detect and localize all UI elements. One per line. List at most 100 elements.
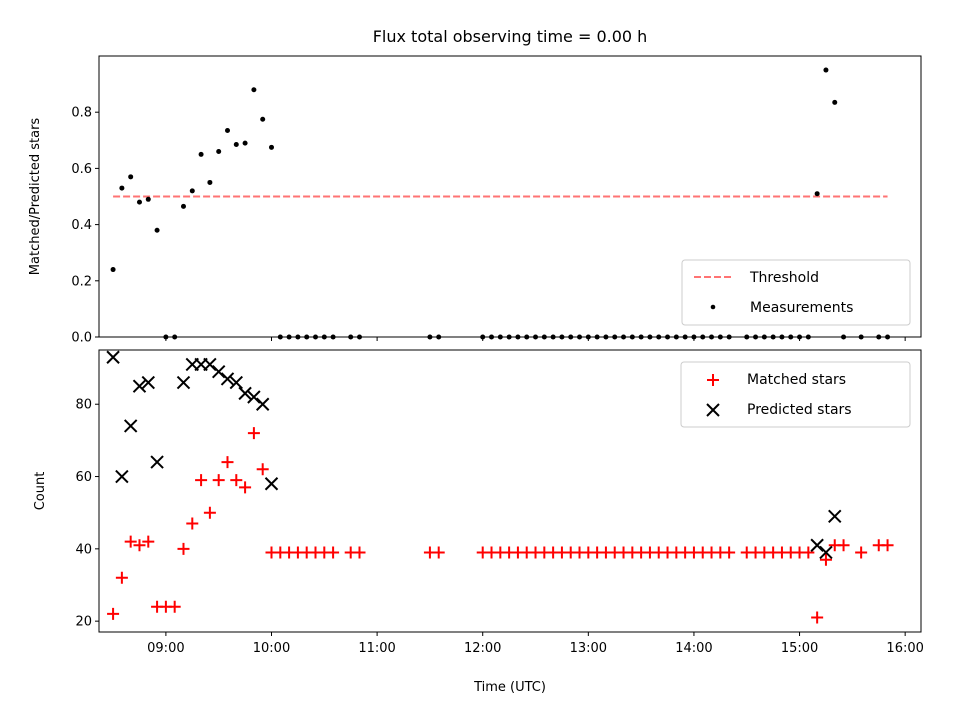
chart-title: Flux total observing time = 0.00 h (373, 27, 648, 46)
x-tick-label: 11:00 (358, 641, 395, 656)
predicted-star-point (828, 509, 842, 524)
matched-star-point (133, 539, 146, 552)
matched-star-point (168, 600, 181, 613)
measurement-point (242, 140, 248, 146)
y-tick-label: 60 (75, 470, 92, 485)
predicted-star-point (229, 375, 244, 390)
matched-star-point (881, 539, 894, 552)
measurement-point (189, 188, 195, 194)
measurement-point (110, 267, 116, 273)
matched-star-point (256, 463, 269, 476)
predicted-star-point (123, 419, 138, 433)
matched-star-point (195, 474, 208, 487)
x-tick-label: 14:00 (675, 641, 712, 656)
predicted-star-point (203, 357, 217, 372)
legend-predicted-marker (706, 403, 720, 417)
measurement-point (128, 174, 134, 180)
bottom-axes-frame (98, 349, 922, 633)
predicted-star-point (810, 538, 824, 552)
predicted-star-point (211, 364, 226, 379)
bottom-panel-counts: 20 40 60 80 09:00 10:00 11:00 12:00 13:00 14:00 1… (33, 349, 924, 695)
bottom-data-marks (106, 350, 894, 624)
y-tick-label: 0.8 (71, 106, 92, 121)
predicted-star-point (150, 455, 164, 469)
matched-star-point (811, 611, 824, 624)
predicted-star-point (238, 386, 252, 401)
x-tick-label: 10:00 (253, 641, 290, 656)
y-tick-label: 80 (75, 398, 92, 413)
matched-star-point (432, 546, 445, 559)
predicted-star-point (141, 375, 155, 390)
matched-star-point (230, 474, 243, 487)
bottom-y-axis-label: Count (33, 472, 48, 511)
y-tick-label: 0.6 (71, 162, 92, 177)
matched-star-point (186, 517, 199, 530)
x-tick-label: 16:00 (886, 641, 923, 656)
matched-star-point (124, 535, 137, 548)
matched-star-point (203, 506, 216, 519)
matched-star-point (177, 542, 190, 555)
legend-measurements-label: Measurements (750, 300, 853, 316)
predicted-star-point (264, 477, 279, 491)
legend-predicted-label: Predicted stars (747, 402, 852, 418)
measurement-point (136, 199, 142, 205)
matched-star-point (115, 571, 128, 584)
bottom-y-ticks: 20 40 60 80 (75, 398, 99, 630)
y-tick-label: 20 (75, 615, 92, 630)
legend-threshold-label: Threshold (749, 270, 819, 286)
x-tick-label: 15:00 (781, 641, 818, 656)
bottom-x-ticks: 09:00 10:00 11:00 12:00 13:00 14:00 15:00 16:00 (147, 632, 924, 656)
predicted-star-point (247, 390, 261, 404)
legend-measurements-dot (710, 304, 716, 310)
x-tick-label: 12:00 (464, 641, 501, 656)
matched-star-point (819, 553, 832, 566)
top-y-ticks: 0.0 0.2 0.4 0.6 0.8 (71, 106, 99, 346)
top-panel-ratio: 0.00.20.40.60.8 Matched/Predicted stars … (28, 55, 922, 346)
legend-matched-label: Matched stars (747, 372, 846, 388)
bottom-legend: Matched stars Predicted stars (680, 361, 911, 428)
top-data-marks (110, 67, 891, 340)
x-axis-label: Time (UTC) (473, 680, 546, 695)
predicted-star-point (819, 545, 833, 560)
measurement-point (823, 67, 829, 73)
measurement-point (251, 87, 257, 93)
y-tick-label: 0.2 (71, 274, 92, 289)
predicted-star-point (106, 350, 120, 364)
x-tick-label: 09:00 (147, 641, 184, 656)
top-axes-frame (98, 55, 922, 338)
matched-star-point (802, 546, 815, 559)
top-legend: Threshold Measurements (681, 259, 911, 326)
x-tick-label: 13:00 (570, 641, 607, 656)
top-y-axis-label: Matched/Predicted stars (28, 118, 43, 276)
predicted-star-point (255, 397, 270, 411)
measurement-point (119, 185, 125, 191)
measurement-point (224, 127, 230, 133)
measurement-point (260, 116, 266, 122)
matched-star-point (353, 546, 366, 559)
matched-star-point (327, 546, 340, 559)
top-x-ticks (165, 337, 906, 341)
matched-star-point (855, 546, 868, 559)
predicted-star-point (132, 379, 147, 393)
measurement-point (268, 144, 274, 150)
bottom-legend-box (680, 361, 911, 428)
legend-matched-marker (707, 374, 719, 386)
matched-star-point (212, 474, 225, 487)
y-tick-label: 0.0 (71, 331, 92, 346)
matched-star-point (837, 539, 850, 552)
measurement-point (198, 151, 204, 157)
y-tick-label: 0.4 (71, 218, 92, 233)
predicted-star-point (176, 375, 191, 390)
y-tick-label: 40 (75, 542, 92, 557)
matched-star-point (142, 535, 155, 548)
measurement-point (814, 191, 820, 197)
measurement-point (216, 149, 222, 155)
measurement-point (207, 179, 213, 185)
matched-star-point (107, 607, 120, 620)
measurement-point (180, 203, 186, 209)
measurement-point (233, 142, 239, 148)
predicted-star-point (115, 469, 129, 484)
matched-star-point (239, 481, 252, 494)
measurement-point (154, 227, 160, 233)
